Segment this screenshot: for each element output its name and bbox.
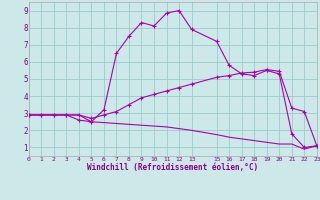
X-axis label: Windchill (Refroidissement éolien,°C): Windchill (Refroidissement éolien,°C) xyxy=(87,163,258,172)
